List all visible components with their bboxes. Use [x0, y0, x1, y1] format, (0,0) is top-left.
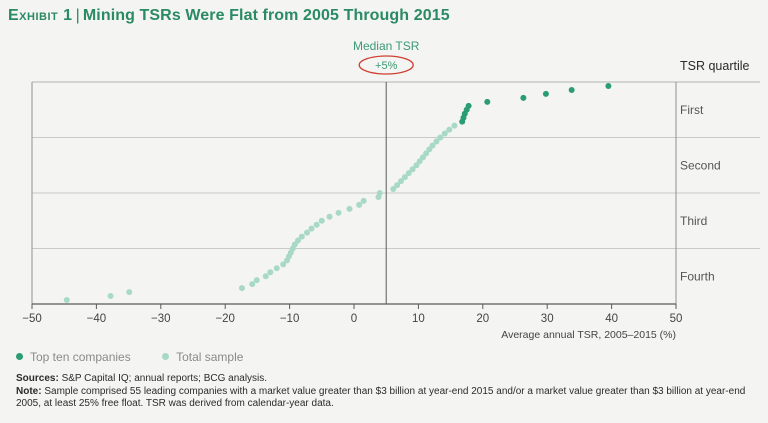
total-sample-point [63, 297, 70, 303]
sources-label: Sources: [16, 373, 59, 384]
legend-label-top-ten: Top ten companies [30, 349, 131, 364]
total-sample-point [375, 193, 382, 200]
quartile-labels: TSR quartile First Second Third Fourth [680, 59, 750, 283]
x-tick-label: 30 [541, 313, 554, 325]
note-text: Sample comprised 55 leading companies wi… [16, 385, 746, 410]
x-tick-label: 50 [670, 313, 683, 325]
legend-item-top-ten: Top ten companies [16, 350, 131, 364]
total-sample-point [360, 197, 367, 204]
total-sample-point [294, 237, 301, 244]
sources-line: Sources: S&P Capital IQ; annual reports;… [16, 373, 761, 386]
top-ten-point [520, 94, 527, 101]
total-sample-point [390, 186, 397, 193]
chart-footnotes: Sources: S&P Capital IQ; annual reports;… [16, 373, 761, 411]
total-sample-point [423, 150, 430, 157]
total-sample-point [249, 281, 256, 288]
legend-label-total-sample: Total sample [176, 349, 244, 364]
x-tick-label: −40 [87, 313, 107, 325]
total-sample-point [356, 201, 363, 208]
x-tick-label: 10 [412, 313, 425, 325]
total-sample-point [273, 265, 280, 272]
total-sample-point [318, 217, 325, 224]
total-sample-point [426, 146, 433, 153]
total-sample-point [346, 205, 353, 212]
median-value: +5% [375, 60, 398, 72]
total-sample-point [126, 289, 133, 296]
total-sample-point [238, 285, 245, 292]
x-tick-label: −30 [151, 313, 171, 325]
x-tick-label: −20 [215, 313, 235, 325]
total-sample-point [253, 277, 260, 284]
total-sample-point [398, 178, 405, 185]
top-ten-point [459, 118, 466, 125]
total-sample-point [437, 134, 444, 141]
total-sample-point [413, 162, 420, 169]
total-sample-point [416, 158, 423, 165]
total-sample-point [267, 269, 274, 276]
total-sample-point [298, 233, 305, 240]
x-tick-label: −10 [280, 313, 300, 325]
total-sample-point [433, 138, 440, 145]
total-sample-point [441, 130, 448, 137]
x-tick-label: 0 [351, 313, 357, 325]
sources-text: S&P Capital IQ; annual reports; BCG anal… [61, 373, 268, 384]
title-separator: | [75, 7, 80, 24]
quartile-gridlines [32, 137, 760, 249]
quartile-label-second: Second [680, 158, 721, 172]
total-sample-point [409, 166, 416, 173]
total-sample-point [280, 261, 287, 268]
top-ten-point [542, 90, 549, 97]
quartile-label-third: Third [680, 214, 707, 228]
total-sample-point [394, 182, 401, 189]
x-tick-label: 20 [476, 313, 489, 325]
total-sample-point [107, 293, 114, 300]
total-sample-point [284, 257, 291, 264]
total-sample-dot-icon [162, 353, 170, 360]
title-text: Mining TSRs Were Flat from 2005 Through … [82, 7, 450, 24]
top-ten-point [568, 86, 575, 93]
quartile-label-fourth: Fourth [680, 269, 715, 283]
median-label: Median TSR [353, 39, 420, 53]
exhibit-label: Exhibit 1 [8, 7, 73, 24]
total-sample-point [335, 209, 342, 216]
total-sample-point [401, 174, 408, 181]
top-ten-dot-icon [16, 353, 23, 360]
data-points [63, 83, 612, 303]
note-label: Note: [16, 385, 42, 397]
x-tick-label: −50 [22, 313, 42, 325]
total-sample-point [419, 154, 426, 161]
total-sample-point [262, 273, 269, 280]
median-circle-icon [358, 55, 414, 75]
legend-item-total-sample: Total sample [162, 350, 243, 364]
total-sample-point [308, 225, 315, 232]
top-ten-point [484, 98, 491, 105]
total-sample-point [451, 122, 458, 129]
total-sample-point [405, 170, 412, 177]
top-ten-point [605, 83, 612, 89]
total-sample-point [429, 142, 436, 149]
note-line: Note: Sample comprised 55 leading compan… [16, 386, 761, 411]
chart-title: Exhibit 1 | Mining TSRs Were Flat from 200… [8, 7, 748, 31]
total-sample-point [326, 213, 333, 220]
chart-legend: Top ten companies Total sample [16, 349, 271, 364]
quartile-header: TSR quartile [680, 59, 750, 73]
quartile-label-first: First [680, 103, 704, 117]
total-sample-point [303, 229, 310, 236]
x-tick-label: 40 [605, 313, 618, 325]
total-sample-point [446, 126, 453, 133]
x-axis-label: Average annual TSR, 2005–2015 (%) [501, 329, 676, 341]
median-annotation: Median TSR +5% [353, 39, 420, 304]
total-sample-point [313, 221, 320, 228]
x-axis-ticks: −50 −40 −30 −20 −10 0 10 20 30 40 50 Average annual… [22, 304, 682, 341]
